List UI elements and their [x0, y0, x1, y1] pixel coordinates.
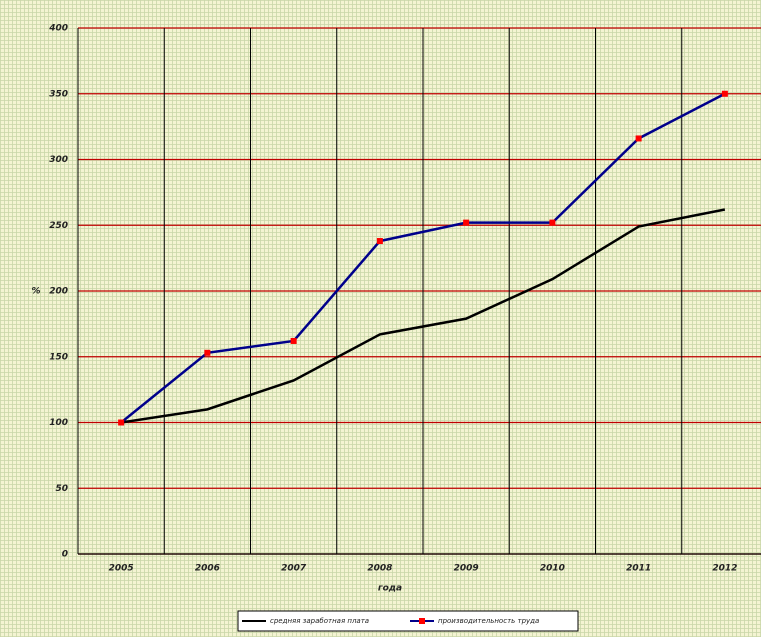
x-tick-label: 2007: [281, 564, 307, 574]
marker: [118, 419, 125, 426]
marker: [549, 219, 556, 226]
x-tick-label: 2008: [367, 564, 392, 574]
marker: [463, 219, 470, 226]
series-line: [120, 92, 726, 424]
marker: [290, 337, 297, 344]
y-tick-label: 400: [48, 24, 68, 34]
x-tick-label: 2006: [195, 564, 220, 574]
x-tick-label: 2005: [109, 564, 134, 574]
y-tick-label: 100: [49, 418, 68, 428]
y-tick-label: 250: [49, 221, 68, 231]
y-tick-label: 150: [49, 352, 68, 362]
y-tick-label: 50: [55, 484, 68, 494]
legend-label: производительность труда: [438, 617, 539, 625]
marker: [376, 238, 383, 245]
x-tick-label: 2010: [540, 564, 565, 574]
y-tick-label: 200: [49, 287, 68, 297]
marker: [635, 135, 642, 142]
y-tick-label: 300: [49, 155, 68, 165]
legend-marker: [419, 618, 425, 624]
legend-label: средняя заработная плата: [270, 617, 369, 625]
y-tick-label: 0: [62, 550, 68, 560]
y-axis-label: %: [31, 287, 40, 297]
x-tick-label: 2012: [712, 564, 737, 574]
marker: [721, 90, 728, 97]
marker: [204, 349, 211, 356]
y-tick-label: 350: [49, 89, 68, 99]
x-tick-label: 2009: [454, 564, 479, 574]
x-axis-label: года: [378, 584, 402, 594]
series-line: [120, 208, 726, 424]
x-tick-label: 2011: [626, 564, 651, 574]
legend: [237, 610, 579, 632]
